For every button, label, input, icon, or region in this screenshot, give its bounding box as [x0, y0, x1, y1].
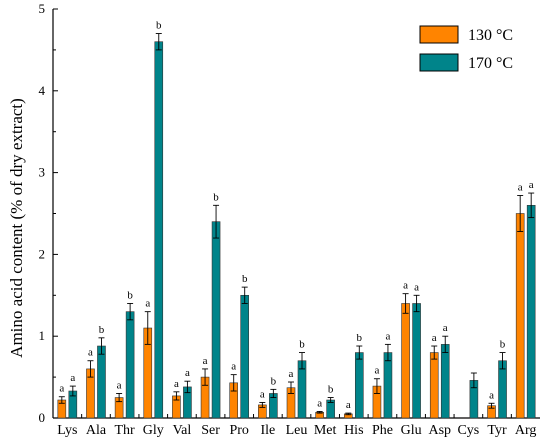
legend-swatch-170 — [419, 53, 459, 72]
x-category-label: Ala — [86, 423, 107, 438]
significance-letter: a — [403, 280, 408, 292]
significance-letter: a — [432, 332, 437, 344]
bar-170-phe — [383, 352, 393, 419]
bar-170-gly — [154, 41, 164, 419]
significance-letter: b — [500, 339, 506, 351]
x-category-label: Ser — [201, 423, 220, 438]
bar-130-asp — [429, 352, 439, 419]
x-category-label: Tyr — [487, 423, 507, 438]
significance-letter: a — [203, 355, 208, 367]
significance-letter: a — [260, 388, 265, 400]
significance-letter: a — [88, 347, 93, 359]
significance-letter: b — [328, 384, 334, 396]
x-category-label: Thr — [115, 423, 136, 438]
significance-letter: a — [385, 330, 390, 342]
legend-label-170: 170 °C — [468, 55, 513, 72]
significance-letter: a — [145, 298, 150, 310]
significance-letter: b — [242, 273, 248, 285]
legend-label-130: 130 °C — [468, 27, 513, 44]
x-category-label: Val — [173, 423, 192, 438]
bar-130-glu — [401, 303, 410, 419]
significance-letter: a — [317, 397, 322, 409]
significance-letter: b — [99, 324, 105, 336]
x-category-label: Cys — [457, 423, 479, 438]
bar-170-thr — [125, 311, 135, 419]
x-category-label: Met — [314, 423, 337, 438]
y-axis-title: Amino acid content (% of dry extract) — [7, 98, 26, 358]
bar-170-arg — [526, 205, 536, 419]
significance-letter: a — [174, 378, 179, 390]
x-category-label: Phe — [372, 423, 393, 438]
bar-170-ser — [211, 221, 221, 419]
x-category-label: Ile — [260, 423, 275, 438]
bar-130-arg — [515, 213, 525, 419]
bar-170-glu — [412, 303, 421, 419]
y-tick-label: 2 — [39, 246, 46, 261]
significance-letter: b — [299, 339, 305, 351]
bar-170-asp — [440, 344, 450, 419]
significance-letter: b — [271, 375, 277, 387]
significance-letter: a — [518, 182, 523, 194]
significance-letter: a — [70, 372, 75, 384]
bar-170-pro — [240, 294, 250, 419]
x-category-label: Leu — [286, 423, 308, 438]
significance-letter: a — [59, 383, 64, 395]
significance-letter: a — [443, 322, 448, 334]
significance-letter: b — [127, 289, 133, 301]
plot-area: 012345aaLysabAlaabThrabGlyaaValabSerabPr… — [39, 1, 540, 438]
significance-letter: b — [213, 191, 219, 203]
significance-letter: b — [357, 332, 363, 344]
y-tick-label: 1 — [39, 328, 46, 343]
y-tick-label: 3 — [39, 165, 46, 180]
legend: 130 °C 170 °C — [419, 25, 513, 72]
x-category-label: Asp — [428, 423, 451, 438]
legend-swatch-130 — [419, 25, 459, 44]
significance-letter: a — [374, 365, 379, 377]
significance-letter: a — [185, 367, 190, 379]
x-category-label: Pro — [229, 423, 248, 438]
bar-170-ala — [97, 345, 106, 419]
y-tick-label: 0 — [39, 410, 46, 425]
x-category-label: Glu — [401, 423, 422, 438]
significance-letter: a — [346, 399, 351, 411]
significance-letter: a — [231, 361, 236, 373]
significance-letter: b — [156, 20, 162, 32]
x-category-label: Arg — [515, 423, 537, 438]
y-tick-label: 5 — [39, 1, 46, 16]
significance-letter: a — [529, 179, 534, 191]
y-tick-label: 4 — [39, 83, 46, 98]
significance-letter: a — [489, 389, 494, 401]
x-category-label: His — [344, 423, 363, 438]
bar-170-his — [354, 352, 364, 419]
x-category-label: Gly — [143, 423, 164, 438]
significance-letter: a — [289, 368, 294, 380]
significance-letter: a — [117, 379, 122, 391]
significance-letter: a — [414, 281, 419, 293]
x-category-label: Lys — [57, 423, 77, 438]
